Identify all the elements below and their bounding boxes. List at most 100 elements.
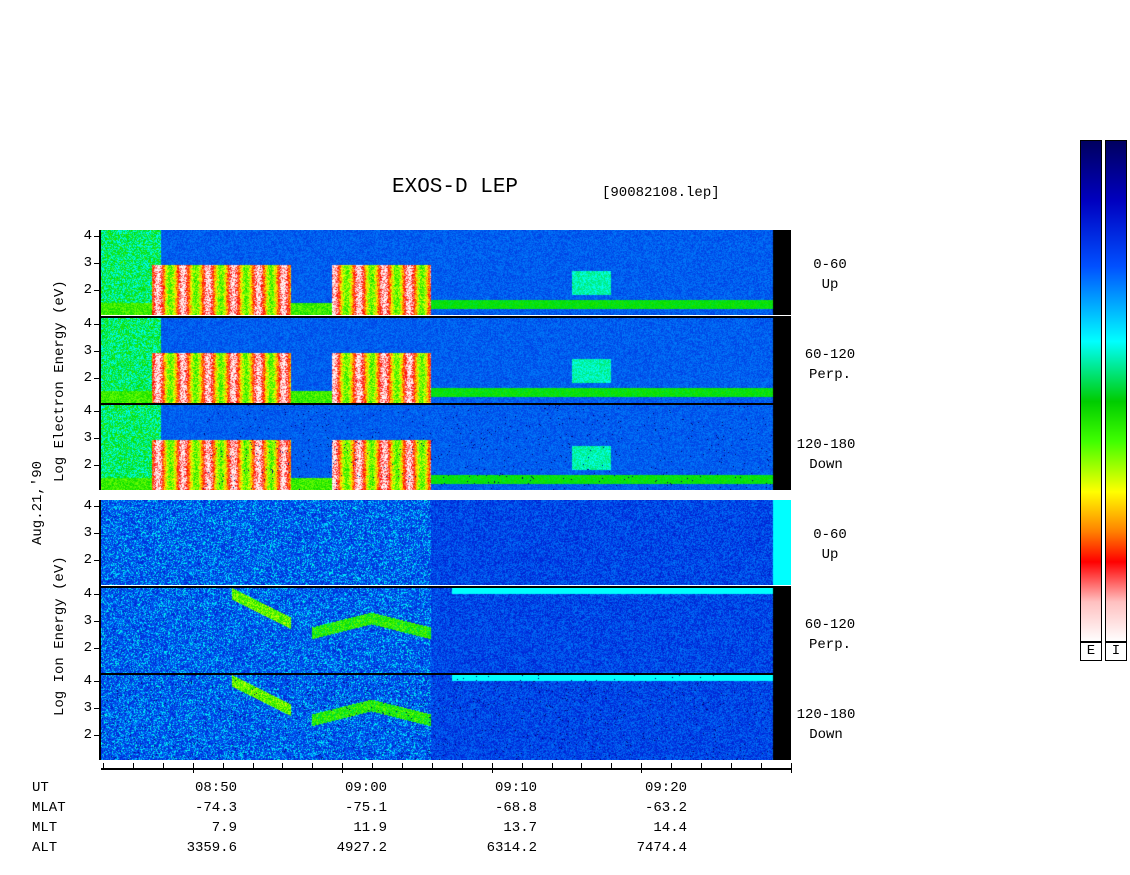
y-tick-mark	[94, 560, 100, 561]
electron-panel-perp	[101, 318, 791, 403]
pitch-label-ion-down: 120-180 Down	[796, 707, 856, 743]
y-tick-label: 3	[83, 430, 92, 446]
panel-divider	[101, 403, 791, 405]
x-tick-mark	[551, 763, 553, 769]
y-tick-label: 2	[83, 457, 92, 473]
y-tick-mark	[94, 648, 100, 649]
ion-colorbar	[1105, 140, 1127, 643]
y-tick-mark	[94, 533, 100, 534]
x-value-mlat: -68.8	[494, 800, 537, 816]
electron-y-axis-label: Log Electron Energy (eV)	[52, 280, 68, 482]
x-value-mlat: -75.1	[344, 800, 387, 816]
y-tick-label: 4	[83, 586, 92, 602]
file-label: [90082108.lep]	[602, 185, 720, 201]
pitch-label-electron-down: 120-180 Down	[796, 437, 856, 473]
x-value-mlat: -63.2	[644, 800, 687, 816]
y-tick-label: 2	[83, 727, 92, 743]
x-tick-mark	[790, 763, 792, 773]
panel-divider	[101, 316, 791, 318]
electron-panel-down	[101, 405, 791, 490]
electron-colorbar	[1080, 140, 1102, 643]
pitch-label-electron-up: 0-60 Up	[813, 257, 847, 293]
y-tick-mark	[94, 465, 100, 466]
y-tick-label: 4	[83, 498, 92, 514]
panel-divider	[101, 673, 791, 675]
x-value-alt: 4927.2	[336, 840, 387, 856]
x-tick-mark	[461, 763, 463, 769]
electron-spectrogram-up	[101, 230, 791, 315]
x-tick-mark	[372, 763, 374, 769]
x-tick-mark	[342, 763, 344, 773]
x-tick-mark	[641, 763, 643, 773]
x-tick-mark	[402, 763, 403, 769]
x-value-mlat: -74.3	[194, 800, 237, 816]
x-tick-mark	[730, 763, 732, 769]
electron-spectrogram-down	[101, 405, 791, 490]
y-tick-mark	[94, 438, 100, 439]
x-tick-mark	[760, 763, 762, 769]
x-tick-mark	[521, 763, 523, 769]
x-tick-mark	[192, 763, 194, 773]
x-tick-mark	[431, 763, 433, 769]
y-tick-mark	[94, 708, 100, 709]
x-tick-mark	[252, 763, 254, 769]
y-tick-label: 3	[83, 525, 92, 541]
y-tick-mark	[94, 351, 100, 352]
y-tick-mark	[94, 236, 100, 237]
x-tick-mark	[103, 763, 104, 769]
y-tick-mark	[94, 411, 100, 412]
y-tick-label: 4	[83, 673, 92, 689]
left-axis	[99, 230, 101, 490]
x-value-mlt: 7.9	[211, 820, 237, 836]
y-tick-mark	[94, 681, 100, 682]
y-tick-mark	[94, 263, 100, 264]
x-value-ut: 08:50	[194, 780, 237, 796]
electron-spectrogram-perp	[101, 318, 791, 403]
x-value-ut: 09:20	[644, 780, 687, 796]
y-tick-mark	[94, 290, 100, 291]
y-tick-label: 3	[83, 700, 92, 716]
ion-spectrogram-down	[101, 675, 791, 760]
x-value-ut: 09:10	[494, 780, 537, 796]
row-name-alt: ALT	[32, 840, 58, 856]
x-tick-mark	[611, 763, 613, 769]
x-tick-mark	[222, 763, 224, 769]
ion-panel-down	[101, 675, 791, 760]
x-tick-mark	[312, 763, 314, 769]
y-tick-label: 2	[83, 282, 92, 298]
left-axis	[99, 500, 101, 760]
x-value-mlt: 13.7	[503, 820, 537, 836]
chart-title: EXOS-D LEP	[392, 176, 519, 199]
y-tick-label: 4	[83, 316, 92, 332]
x-tick-mark	[132, 763, 134, 769]
x-tick-mark	[282, 763, 284, 769]
x-value-alt: 7474.4	[636, 840, 687, 856]
y-tick-mark	[94, 378, 100, 379]
y-tick-label: 2	[83, 370, 92, 386]
x-tick-mark	[491, 763, 493, 773]
y-tick-mark	[94, 621, 100, 622]
x-tick-mark	[581, 763, 583, 769]
date-label: Aug.21,'90	[30, 460, 46, 545]
y-tick-label: 3	[83, 255, 92, 271]
electron-colorbar-label: E	[1080, 641, 1102, 661]
x-value-alt: 6314.2	[486, 840, 537, 856]
x-value-mlt: 11.9	[353, 820, 387, 836]
x-tick-mark	[162, 763, 164, 769]
pitch-label-ion-up: 0-60 Up	[813, 527, 847, 563]
ion-spectrogram-up	[101, 500, 791, 585]
ion-y-axis-label: Log Ion Energy (eV)	[52, 556, 68, 716]
pitch-label-ion-perp: 60-120 Perp.	[804, 617, 856, 653]
y-tick-label: 2	[83, 552, 92, 568]
x-tick-mark	[701, 763, 702, 769]
y-tick-mark	[94, 324, 100, 325]
electron-panel-up	[101, 230, 791, 315]
y-tick-mark	[94, 594, 100, 595]
panel-divider	[101, 586, 791, 588]
x-axis-line	[101, 768, 791, 770]
row-name-mlt: MLT	[32, 820, 58, 836]
x-value-alt: 3359.6	[186, 840, 237, 856]
y-tick-mark	[94, 506, 100, 507]
y-tick-label: 4	[83, 228, 92, 244]
x-tick-mark	[671, 763, 673, 769]
